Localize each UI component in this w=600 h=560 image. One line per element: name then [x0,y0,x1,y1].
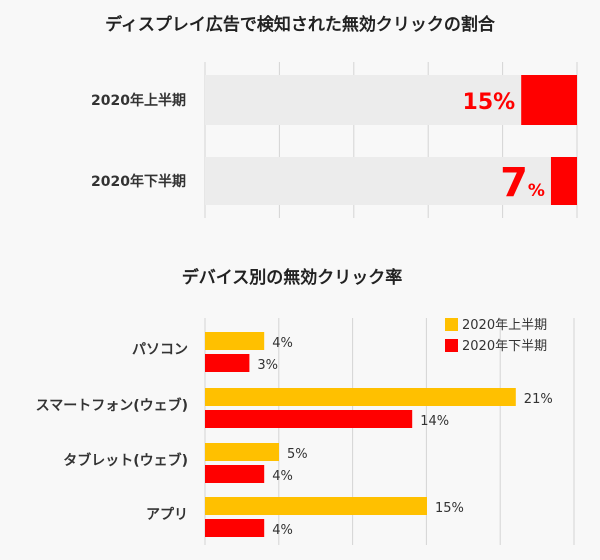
chart2-legend: 2020年上半期 2020年下半期 [445,318,547,354]
chart1-data-label-unit: % [493,90,515,115]
chart1-category-label: 2020年上半期 [91,92,186,109]
chart2-data-label: 4% [272,336,293,351]
chart1-data-label: 15% [463,90,516,115]
chart2-category-label: アプリ [146,507,188,523]
chart1-bar [521,75,577,125]
chart2-data-label: 4% [272,523,293,538]
chart2-legend-label: 2020年下半期 [462,339,547,354]
chart2-data-label: 14% [420,414,449,429]
chart1-data-label-number: 15 [463,90,494,115]
chart2-bar [205,519,265,537]
chart2-legend-swatch [445,318,458,331]
chart2-data-label: 3% [257,358,278,373]
chart1-bar [550,157,577,205]
chart1-bar-track [205,75,577,125]
chart2-category-label: タブレット(ウェブ) [63,452,188,469]
chart2-legend-label: 2020年上半期 [462,318,547,333]
chart1-bar-track [205,157,577,205]
device-invalid-click-chart: デバイス別の無効クリック率 パソコン 4% 3% スマートフォン(ウェブ) 21% 14%… [36,267,575,545]
chart2-legend-swatch [445,339,458,352]
chart1-data-label-number: 7 [500,160,528,206]
chart1-data-label-unit: % [528,181,545,201]
chart2-bar [205,443,279,461]
chart2-bars: パソコン 4% 3% スマートフォン(ウェブ) 21% 14% タブレット(ウェブ) 5% 4%… [36,332,553,538]
chart1-data-label: 7% [500,160,545,206]
chart2-bar [205,388,516,406]
chart2-bar [205,497,427,515]
chart2-bar [205,354,250,372]
chart2-data-label: 4% [272,469,293,484]
chart2-data-label: 5% [287,447,308,462]
chart2-data-label: 15% [435,501,464,516]
chart2-bar [205,465,265,483]
chart2-data-label: 21% [524,392,553,407]
chart2-category-label: パソコン [132,342,188,358]
chart2-bar [205,410,413,428]
invalid-click-ratio-chart: ディスプレイ広告で検知された無効クリックの割合 2020年上半期 15%2020年… [91,14,578,218]
chart2-title: デバイス別の無効クリック率 [182,267,403,288]
chart2-bar [205,332,265,350]
chart1-category-label: 2020年下半期 [91,173,186,190]
chart1-title: ディスプレイ広告で検知された無効クリックの割合 [105,14,496,35]
chart1-bars: 2020年上半期 15% 2020年下半期 7% [91,75,577,206]
chart2-category-label: スマートフォン(ウェブ) [36,397,188,414]
